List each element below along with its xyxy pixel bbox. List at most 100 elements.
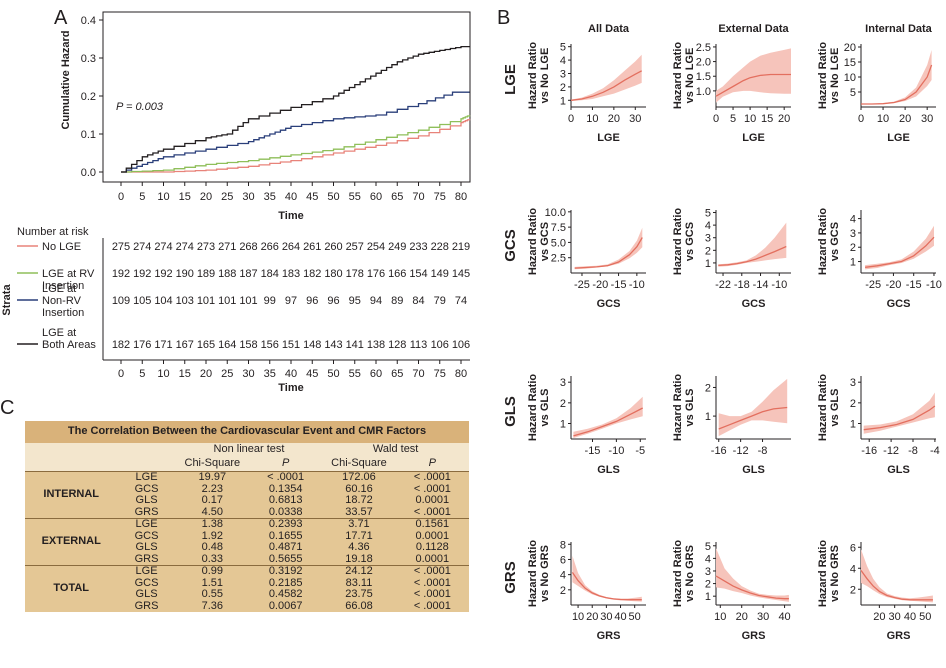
table-group-label: EXTERNAL (25, 518, 118, 566)
table-value: 0.2393 (248, 518, 323, 531)
grid-row-label: LGE (502, 64, 519, 95)
grid-ytick-label: 20 (844, 42, 856, 54)
grid-cell-ylabel-line: Hazard Ratio (817, 42, 829, 110)
table-value: 0.5655 (248, 553, 323, 566)
table-value: 33.57 (322, 506, 396, 519)
table-value: 23.75 (322, 588, 396, 601)
grid-cell-ylabel-line: vs No GRS (539, 545, 551, 602)
km-xtick-label: 0 (118, 191, 124, 203)
km-xtick-label: 25 (221, 191, 233, 203)
risk-count: 113 (410, 339, 428, 351)
risk-count: 233 (409, 241, 427, 253)
grid-cell-ylabel-line: Hazard Ratio (817, 540, 829, 608)
grid-ytick-label: 2 (560, 585, 566, 597)
grid-cell-ylabel-line: vs GCS (684, 222, 696, 261)
risk-count: 96 (327, 295, 339, 307)
table-column-header: P (395, 457, 469, 472)
table-factor: GRS (117, 600, 176, 612)
risk-count: 103 (176, 295, 194, 307)
table-value: < .0001 (395, 471, 469, 484)
risk-count: 192 (154, 268, 172, 280)
table-title-row: The Correlation Between the Cardiovascul… (25, 421, 469, 443)
risk-count: 192 (133, 268, 151, 280)
table-value: 3.71 (322, 518, 396, 531)
table-value: < .0001 (395, 600, 469, 612)
km-ytick-label: 0.1 (81, 129, 96, 141)
grid-xtick-label: 0 (713, 113, 719, 125)
risk-count: 176 (367, 268, 385, 280)
risk-xtick-label: 10 (157, 368, 169, 380)
grid-ytick-label: 4 (850, 563, 856, 575)
km-xtick-label: 20 (200, 191, 212, 203)
table-row: GCS 1.51 0.2185 83.11 < .0001 (25, 577, 469, 589)
table-column-header: P (248, 457, 323, 472)
risk-count: 182 (303, 268, 321, 280)
table-group-header: Non linear test (175, 443, 323, 457)
risk-count: 165 (197, 339, 215, 351)
km-chart: Cumulative Hazard Time P = 0.003 0.0 0.1 0… (60, 11, 471, 222)
risk-count: 254 (367, 241, 385, 253)
grid-ytick-label: 2 (560, 398, 566, 410)
risk-count: 104 (154, 295, 172, 307)
km-xtick-label: 65 (391, 191, 403, 203)
table-factor: LGE (117, 518, 176, 531)
grid-cell-xlabel: GCS (597, 298, 621, 310)
grid-ytick-label: 3 (560, 377, 566, 389)
table-value: 172.06 (322, 471, 396, 484)
grid-cell-xlabel: GLS (742, 464, 765, 476)
km-ytick-label: 0.2 (81, 91, 96, 103)
risk-count: 176 (133, 339, 151, 351)
risk-count: 99 (264, 295, 276, 307)
grid-xtick-label: 40 (614, 611, 626, 623)
grid-xtick-label: -14 (753, 279, 769, 291)
grid-hazard-line (570, 70, 643, 101)
grid-cell-ylabel-line: Hazard Ratio (527, 540, 539, 608)
risk-count: 128 (388, 339, 406, 351)
grid-xtick-label: 30 (757, 611, 769, 623)
grid-confidence-band (865, 225, 934, 270)
grid-confidence-band (718, 222, 787, 267)
grid-xtick-label: -25 (865, 279, 881, 291)
grid-ytick-label: 15 (844, 57, 856, 69)
grid-ytick-label: 2 (705, 579, 711, 591)
grid-confidence-band (718, 378, 788, 437)
grid-ytick-label: 4 (705, 553, 711, 565)
grid-confidence-band (861, 50, 932, 105)
grid-ytick-label: 6 (560, 554, 566, 566)
grid-xtick-label: 0 (568, 113, 574, 125)
grid-ytick-label: 10 (844, 72, 856, 84)
risk-count: 180 (324, 268, 342, 280)
risk-row-label: LGE at Non-RV Insertion (42, 283, 84, 319)
table-value: 4.50 (175, 506, 249, 519)
risk-xlabel: Time (278, 382, 303, 394)
table-factor: LGE (117, 471, 176, 484)
grid-confidence-band (863, 392, 935, 434)
risk-xtick-label: 15 (179, 368, 191, 380)
grid-hazard-line (571, 572, 642, 601)
grid-hazard-line (860, 570, 933, 601)
table-row: GRS 7.36 0.0067 66.08 < .0001 (25, 600, 469, 612)
grid-cell-ylabel-line: Hazard Ratio (672, 42, 684, 110)
table-title: The Correlation Between the Cardiovascul… (25, 421, 469, 443)
risk-count: 106 (452, 339, 470, 351)
risk-row-label-line: Non-RV (42, 295, 82, 307)
table-value: < .0001 (395, 565, 469, 578)
table-value: 18.72 (322, 494, 396, 507)
grid-hazard-line (718, 406, 788, 430)
risk-row-label-line: Insertion (42, 307, 84, 319)
grid-ytick-label: 1.5 (696, 71, 711, 83)
grid-hazard-line (718, 245, 787, 267)
km-plot-frame (102, 11, 471, 183)
table-row: GLS 0.48 0.4871 4.36 0.1128 (25, 541, 469, 554)
risk-count: 190 (176, 268, 194, 280)
grid-cell-ylabel: Hazard Ratiovs No LGE (672, 42, 696, 110)
grid-ytick-label: 2 (850, 242, 856, 254)
table-row: GLS 0.55 0.4582 23.75 < .0001 (25, 588, 469, 601)
km-ylabel: Cumulative Hazard (60, 30, 72, 129)
risk-count: 178 (346, 268, 364, 280)
risk-xtick-label: 75 (434, 368, 446, 380)
grid-xtick-label: -10 (926, 279, 942, 291)
risk-count: 192 (112, 268, 130, 280)
table-header-spacer (25, 443, 176, 457)
risk-count: 167 (176, 339, 194, 351)
